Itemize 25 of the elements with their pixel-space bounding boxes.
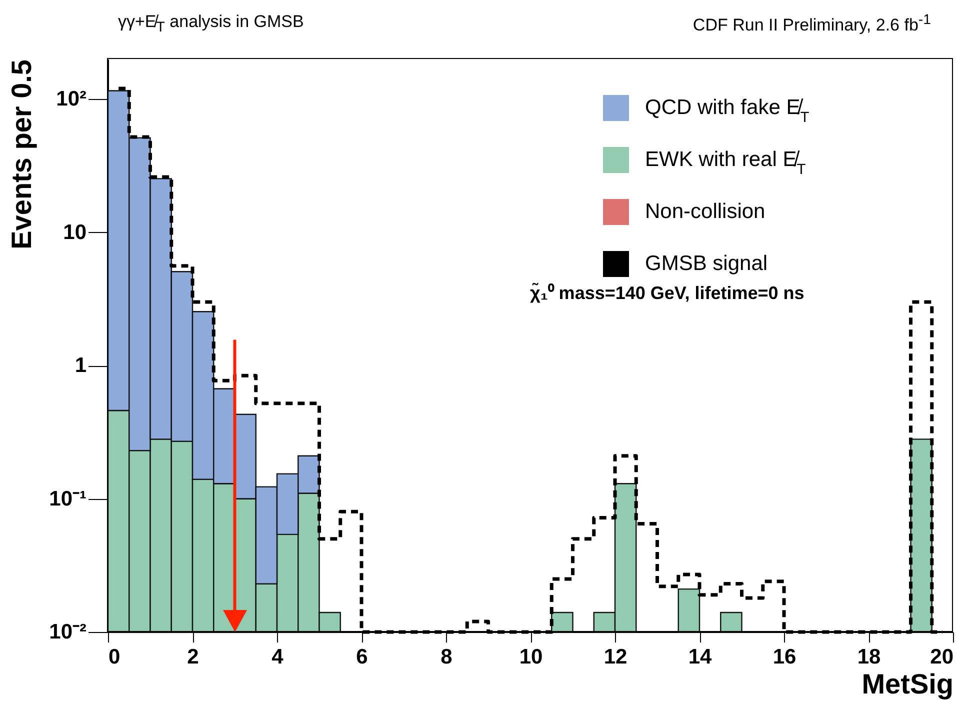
x-tick-label: 18 xyxy=(857,646,881,668)
chart-title: γγ+E̸$_{T}$ analysis in GMSB xyxy=(118,12,304,36)
y-tick-label: 10⁻¹ xyxy=(49,487,86,510)
y-axis-title: Events per 0.5 xyxy=(6,60,38,250)
y-tick-label: 1 xyxy=(74,354,87,378)
legend-label: QCD with fake E̸$_{T}$ xyxy=(645,96,810,126)
y-tick-label: 10² xyxy=(56,88,86,111)
legend-label: EWK with real E̸$_{T}$ xyxy=(645,148,806,178)
x-axis-title: MetSig xyxy=(862,668,954,700)
x-tick-label: 10 xyxy=(519,646,543,668)
x-tick-label: 2 xyxy=(187,646,199,668)
x-tick-label: 12 xyxy=(604,646,628,668)
legend-label: GMSB signal xyxy=(645,252,768,275)
x-tick-label: 20 xyxy=(930,646,954,668)
y-tick-label: 10 xyxy=(63,220,86,244)
x-tick-label: 6 xyxy=(356,646,368,668)
x-tick-label: 14 xyxy=(688,646,712,668)
y-tick-label: 10⁻² xyxy=(49,620,86,644)
x-tick-label: 4 xyxy=(272,646,284,668)
chart-subtitle: CDF Run II Preliminary, 2.6 fb$^{-1}$ xyxy=(692,12,931,36)
annotation: χ̃₁⁰ mass=140 GeV, lifetime=0 ns xyxy=(530,282,804,304)
x-tick-label: 0 xyxy=(108,646,120,668)
legend-label: Non-collision xyxy=(645,200,766,223)
x-tick-label: 16 xyxy=(772,646,796,668)
x-tick-label: 8 xyxy=(440,646,453,668)
